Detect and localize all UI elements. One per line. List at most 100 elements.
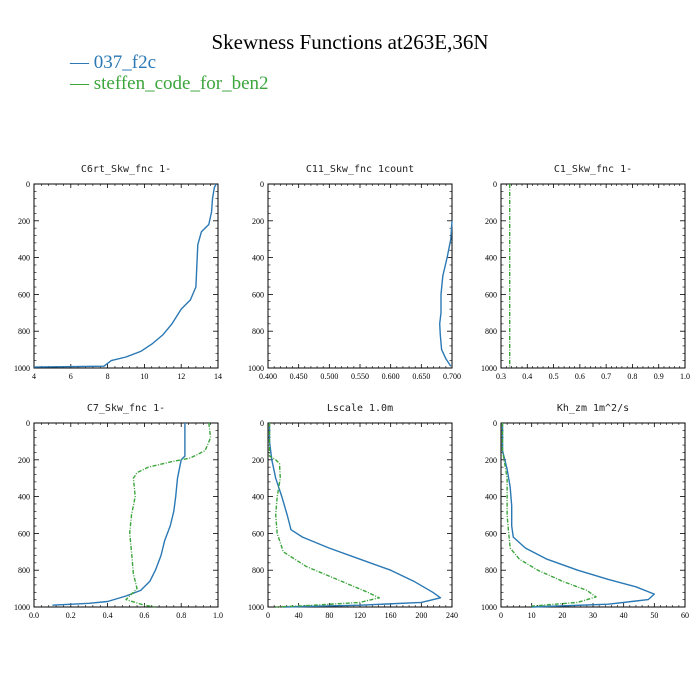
legend-item-steffen: — steffen_code_for_ben2 — [70, 73, 269, 94]
x-tick-label: 0.8 — [627, 372, 637, 381]
x-tick-label: 40 — [620, 611, 628, 620]
x-tick-label: 40 — [295, 611, 303, 620]
y-tick-label: 400 — [252, 254, 264, 263]
y-tick-label: 200 — [252, 456, 264, 465]
series-line-037-f2c — [501, 423, 655, 608]
y-tick-label: 0 — [260, 419, 264, 428]
y-tick-label: 0 — [26, 180, 30, 189]
x-tick-label: 0.4 — [522, 372, 532, 381]
x-tick-label: 200 — [415, 611, 427, 620]
legend-item-037-f2c: — 037_f2c — [70, 52, 269, 73]
x-tick-label: 4 — [32, 372, 36, 381]
y-tick-label: 800 — [18, 566, 30, 575]
legend-label: 037_f2c — [93, 52, 157, 73]
y-tick-label: 600 — [485, 290, 497, 299]
plot-title: C6rt_Skw_fnc 1- — [81, 164, 171, 175]
x-tick-label: 50 — [650, 611, 658, 620]
x-tick-label: 0.650 — [412, 372, 430, 381]
plot-title: Lscale 1.0m — [327, 403, 393, 414]
y-tick-label: 200 — [18, 456, 30, 465]
y-tick-label: 800 — [252, 566, 264, 575]
plot-frame — [500, 183, 686, 369]
x-tick-label: 0.4 — [103, 611, 113, 620]
x-tick-label: 0.5 — [549, 372, 559, 381]
x-tick-label: 10 — [140, 372, 148, 381]
x-tick-label: 60 — [681, 611, 689, 620]
series-line-steffen — [501, 423, 597, 607]
x-tick-label: 120 — [354, 611, 366, 620]
legend-label: steffen_code_for_ben2 — [93, 73, 269, 94]
series-line-steffen — [125, 422, 212, 608]
y-tick-label: 400 — [485, 254, 497, 263]
y-tick-label: 1000 — [14, 603, 30, 612]
x-tick-label: 240 — [446, 611, 458, 620]
x-tick-label: 30 — [589, 611, 597, 620]
y-tick-label: 1000 — [248, 364, 264, 373]
x-tick-label: 0.6 — [139, 611, 149, 620]
y-tick-label: 200 — [485, 456, 497, 465]
plot-title: C1_Skw_fnc 1- — [554, 164, 632, 175]
x-tick-label: 0.8 — [176, 611, 186, 620]
series-line-steffen — [268, 423, 380, 608]
x-tick-label: 20 — [558, 611, 566, 620]
series-line-037-f2c — [52, 423, 186, 606]
x-tick-label: 10 — [528, 611, 536, 620]
y-tick-label: 800 — [485, 566, 497, 575]
x-tick-label: 0.500 — [320, 372, 338, 381]
plot-title: C11_Skw_fnc 1count — [306, 164, 414, 175]
plot-frame — [267, 183, 453, 369]
series-line-037-f2c — [33, 183, 217, 368]
legend-swatch: — — [70, 52, 94, 73]
y-tick-label: 400 — [18, 254, 30, 263]
x-tick-label: 12 — [177, 372, 185, 381]
legend: — 037_f2c — steffen_code_for_ben2 — [70, 52, 269, 94]
x-tick-label: 0.3 — [496, 372, 506, 381]
x-tick-label: 0.450 — [290, 372, 308, 381]
y-tick-label: 400 — [485, 493, 497, 502]
y-tick-label: 1000 — [14, 364, 30, 373]
y-tick-label: 200 — [485, 217, 497, 226]
figure-title: Skewness Functions at263E,36N — [211, 30, 489, 54]
y-tick-label: 600 — [18, 290, 30, 299]
y-tick-label: 200 — [18, 217, 30, 226]
y-tick-label: 0 — [260, 180, 264, 189]
y-tick-label: 1000 — [248, 603, 264, 612]
y-tick-label: 0 — [493, 419, 497, 428]
x-tick-label: 0.0 — [29, 611, 39, 620]
x-tick-label: 6 — [69, 372, 73, 381]
x-tick-label: 1.0 — [680, 372, 690, 381]
x-tick-label: 0 — [266, 611, 270, 620]
x-tick-label: 0 — [499, 611, 503, 620]
y-tick-label: 1000 — [481, 364, 497, 373]
x-tick-label: 0.2 — [66, 611, 76, 620]
y-tick-label: 800 — [485, 327, 497, 336]
y-tick-label: 600 — [252, 529, 264, 538]
plot-frame — [267, 422, 453, 608]
y-tick-label: 600 — [252, 290, 264, 299]
x-tick-label: 0.600 — [382, 372, 400, 381]
series-line-037-f2c — [268, 423, 442, 608]
plot-title: C7_Skw_fnc 1- — [87, 403, 165, 414]
x-tick-label: 14 — [214, 372, 222, 381]
x-tick-label: 0.6 — [575, 372, 585, 381]
x-tick-label: 0.7 — [601, 372, 611, 381]
y-tick-label: 1000 — [481, 603, 497, 612]
x-tick-label: 160 — [385, 611, 397, 620]
plot-frame — [33, 183, 219, 369]
x-tick-label: 0.400 — [259, 372, 277, 381]
y-tick-label: 0 — [493, 180, 497, 189]
x-tick-label: 1.0 — [213, 611, 223, 620]
plot-title: Kh_zm 1m^2/s — [557, 403, 629, 414]
x-tick-label: 80 — [325, 611, 333, 620]
plot-frame — [33, 422, 219, 608]
y-tick-label: 800 — [252, 327, 264, 336]
y-tick-label: 800 — [18, 327, 30, 336]
y-tick-label: 400 — [18, 493, 30, 502]
y-tick-label: 600 — [485, 529, 497, 538]
y-tick-label: 400 — [252, 493, 264, 502]
y-tick-label: 0 — [26, 419, 30, 428]
x-tick-label: 0.550 — [351, 372, 369, 381]
series-line-037-f2c — [439, 220, 453, 367]
plot-frame — [500, 422, 686, 608]
